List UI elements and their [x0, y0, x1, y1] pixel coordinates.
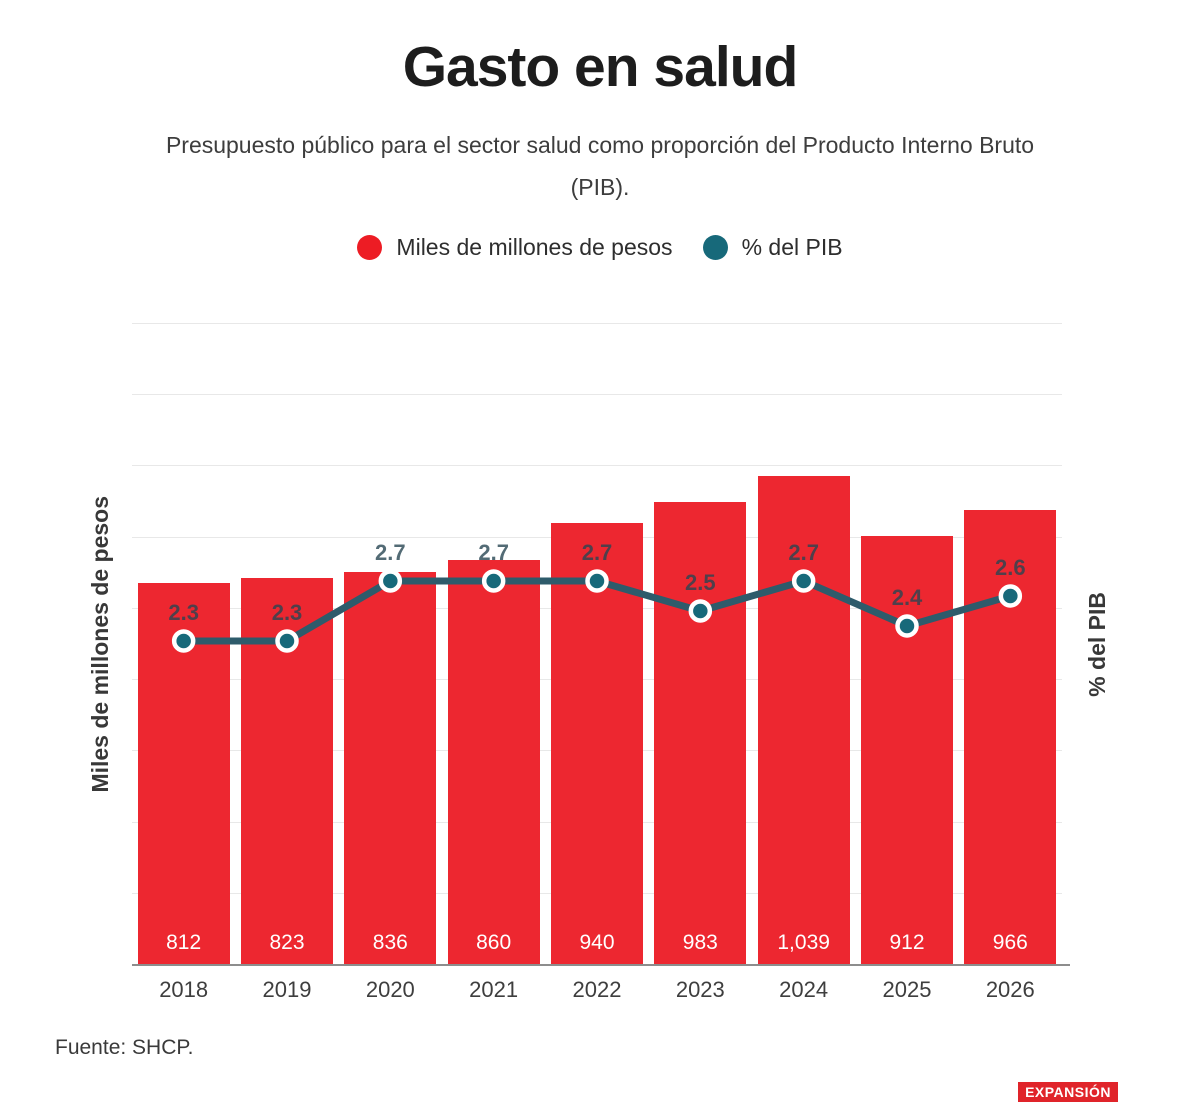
year-label-2025: 2025: [882, 977, 932, 1002]
legend-bars-label: Miles de millones de pesos: [396, 234, 673, 260]
chart-subtitle: Presupuesto público para el sector salud…: [0, 124, 1200, 208]
source-credit: Fuente: SHCP.: [55, 1036, 194, 1059]
legend: Miles de millones de pesos % del PIB: [0, 234, 1200, 261]
bar-2023: 983: [654, 502, 747, 965]
subtitle-line-2: (PIB).: [570, 174, 630, 200]
y-axis-label-left: Miles de millones de pesos: [86, 496, 113, 793]
bar-value-label: 983: [682, 931, 718, 954]
bar-2026: 966: [964, 510, 1057, 965]
gridline: [132, 323, 1062, 324]
y-axis-label-right-box: % del PIB: [1053, 324, 1141, 965]
year-label-2022: 2022: [572, 977, 622, 1002]
plot-area: 812 823 836 860 940 983 1,039 912 966 2.3 2.3 2.7 2.…: [132, 323, 1062, 965]
bar-value-label: 836: [372, 931, 408, 954]
y-axis-label-right: % del PIB: [1083, 592, 1110, 697]
bar-2020: 836: [344, 571, 437, 965]
bar-2019: 823: [241, 577, 333, 965]
pib-value-label: 2.7: [375, 540, 406, 565]
bar-2024: 1,039: [757, 476, 850, 965]
gridline: [132, 394, 1062, 396]
gridline: [132, 465, 1062, 467]
bar-2021: 860: [447, 560, 540, 965]
year-label-2021: 2021: [469, 977, 519, 1002]
bar-value-label: 966: [992, 931, 1028, 954]
bar-2022: 940: [551, 522, 643, 965]
year-label-2026: 2026: [985, 977, 1035, 1002]
chart-title: Gasto en salud: [402, 35, 799, 99]
legend-item-line: % del PIB: [702, 234, 843, 261]
bar-value-label: 812: [166, 931, 202, 954]
bar-value-label: 823: [269, 931, 305, 954]
year-label-2024: 2024: [779, 977, 829, 1002]
bar-2018: 812: [137, 582, 230, 965]
year-label-2019: 2019: [262, 977, 312, 1002]
legend-bars-swatch-icon: [357, 235, 383, 260]
subtitle-line-1: Presupuesto público para el sector salud…: [165, 132, 1035, 158]
bar-2025: 912: [861, 535, 953, 965]
expansion-logo: EXPANSIÓN: [1018, 1082, 1118, 1102]
year-label-2023: 2023: [675, 977, 725, 1002]
year-label-2020: 2020: [365, 977, 415, 1002]
bar-value-label: 1,039: [777, 931, 830, 954]
year-label-2018: 2018: [159, 977, 209, 1002]
x-axis-labels: 2018 2019 2020 2021 2022 2023 2024 2025 2026: [132, 977, 1062, 1003]
y-axis-label-left-box: Miles de millones de pesos: [56, 324, 144, 965]
bar-value-label: 940: [579, 931, 615, 954]
bar-value-label: 860: [476, 931, 512, 954]
bar-value-label: 912: [889, 931, 925, 954]
x-axis-line: [132, 964, 1070, 966]
legend-line-label: % del PIB: [741, 234, 843, 260]
legend-line-swatch-icon: [702, 235, 728, 260]
legend-item-bars: Miles de millones de pesos: [357, 234, 673, 261]
